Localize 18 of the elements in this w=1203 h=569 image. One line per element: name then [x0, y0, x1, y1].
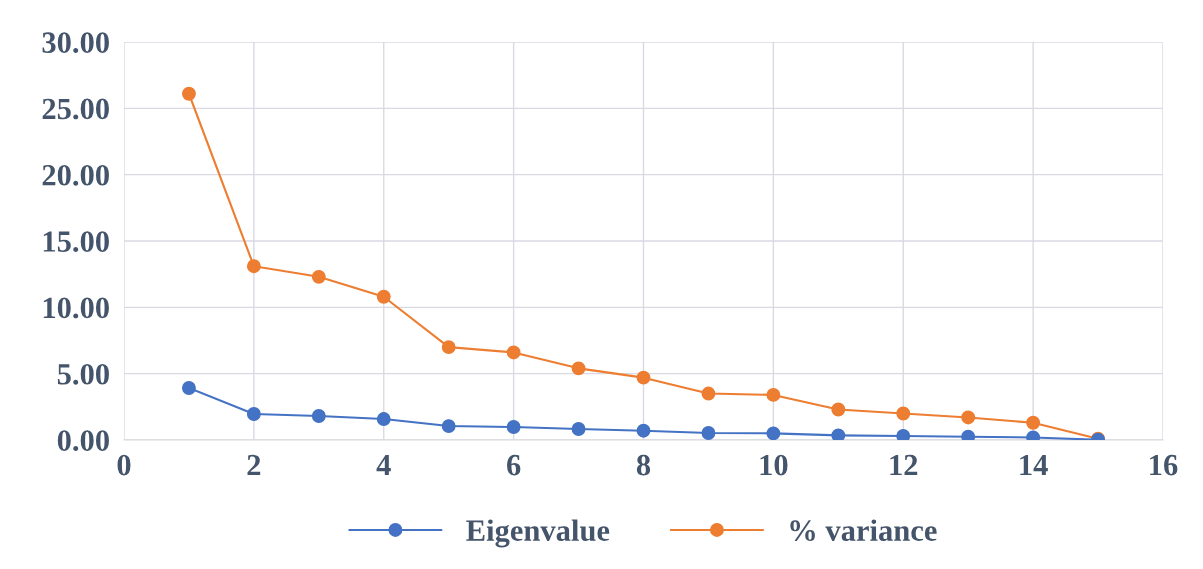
y-tick-label: 15.00 [43, 231, 109, 253]
x-tick-label: 14 [1020, 454, 1048, 476]
y-tick-label: 30.00 [42, 32, 109, 54]
x-tick-label: 6 [507, 454, 521, 476]
x-tick-label: 2 [247, 454, 261, 476]
x-tick-label: 10 [760, 454, 788, 476]
x-tick-label: 8 [636, 454, 651, 476]
x-tick-label: 16 [1150, 454, 1178, 476]
legend-label: Eigenvalue [466, 519, 610, 548]
x-tick-label: 12 [890, 454, 918, 476]
y-tick-label: 25.00 [42, 98, 109, 120]
y-tick-label: 5.00 [57, 363, 109, 385]
x-tick-label: 4 [376, 454, 391, 476]
y-tick-label: 20.00 [42, 164, 109, 186]
legend-label: % variance [790, 519, 937, 542]
x-tick-label: 0 [117, 454, 131, 476]
y-tick-label: 10.00 [43, 297, 109, 319]
y-tick-label: 0.00 [57, 430, 109, 452]
